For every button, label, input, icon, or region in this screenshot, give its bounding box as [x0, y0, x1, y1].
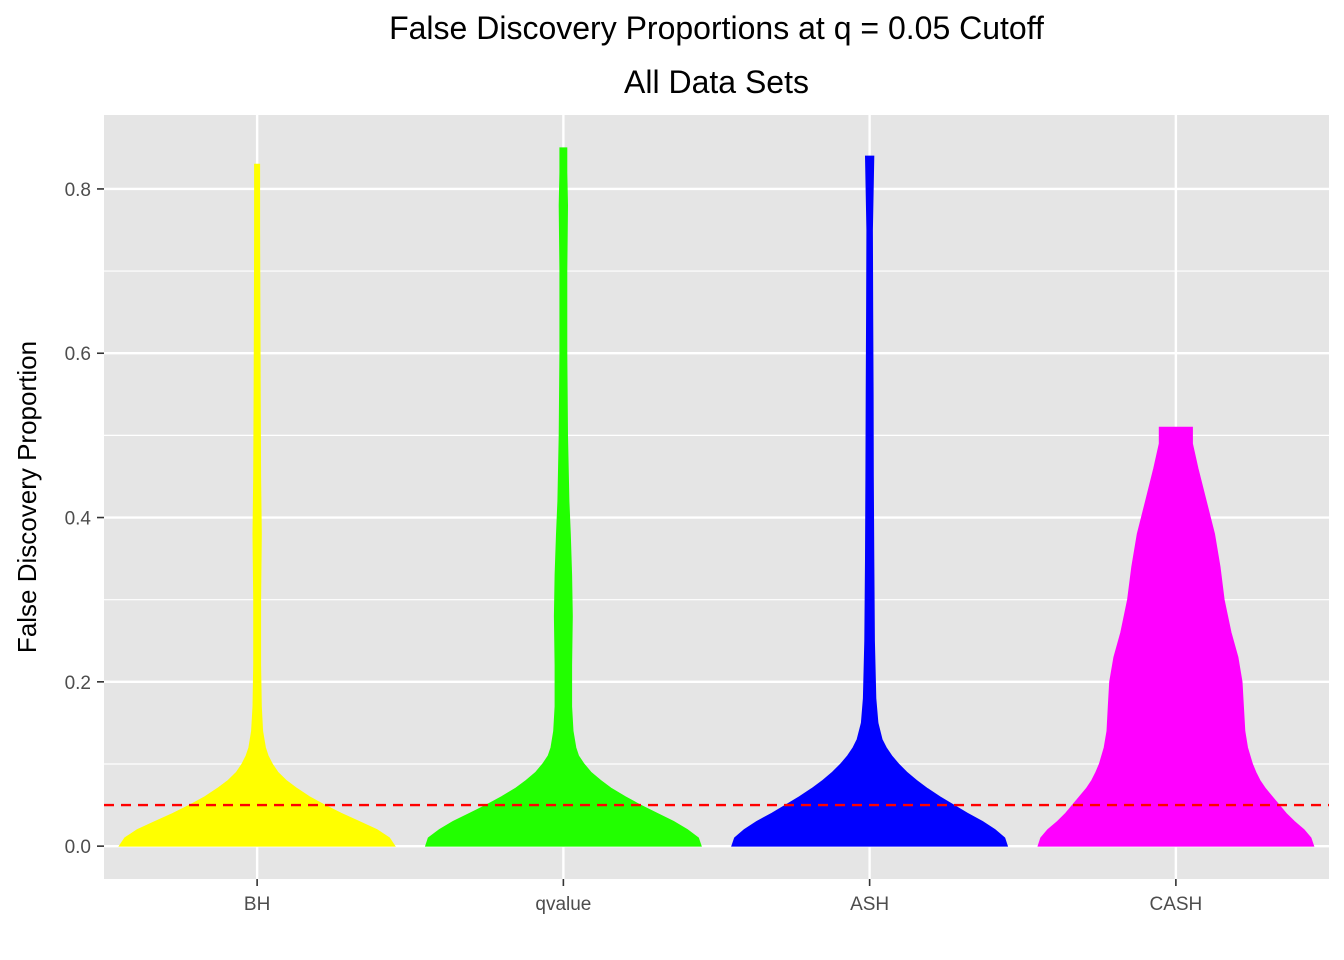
- y-axis-label: False Discovery Proportion: [12, 341, 42, 653]
- y-tick-label: 0.6: [65, 344, 91, 365]
- x-tick-label-qvalue: qvalue: [535, 894, 591, 915]
- violin-ash: [731, 155, 1009, 847]
- y-axis-ticks: 0.0 0.2 0.4 0.6 0.8: [65, 180, 104, 858]
- y-tick-label: 0.2: [65, 673, 91, 694]
- x-tick-label-cash: CASH: [1149, 894, 1202, 915]
- violin-qvalue: [424, 147, 702, 847]
- violin-cash: [1037, 426, 1315, 847]
- x-axis-ticks: BH qvalue ASH CASH: [244, 879, 1202, 915]
- y-tick-label: 0.8: [65, 180, 91, 201]
- chart-title: False Discovery Proportions at q = 0.05 …: [389, 10, 1044, 46]
- x-tick-label-ash: ASH: [850, 894, 889, 915]
- x-tick-label-bh: BH: [244, 894, 270, 915]
- violin-bh: [118, 163, 396, 847]
- violins: [118, 147, 1315, 847]
- y-tick-label: 0.0: [65, 837, 91, 858]
- chart-subtitle: All Data Sets: [624, 64, 809, 100]
- y-tick-label: 0.4: [65, 509, 92, 530]
